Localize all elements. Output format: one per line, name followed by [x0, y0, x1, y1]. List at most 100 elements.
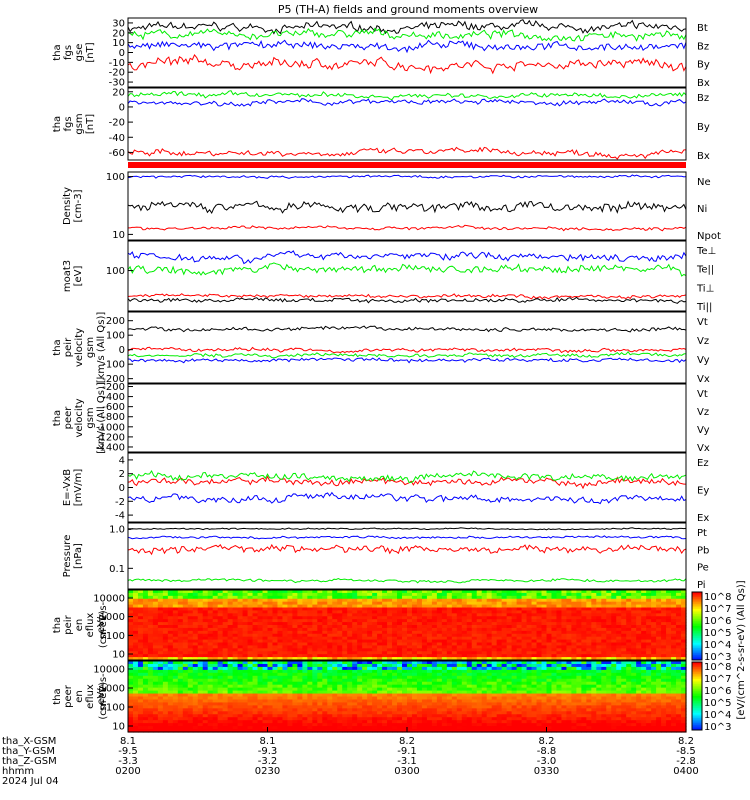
heatmap-cell — [332, 651, 338, 655]
heatmap-cell — [456, 645, 463, 649]
heatmap-cell — [367, 619, 373, 623]
y-tick-label: 10 — [112, 38, 125, 49]
heatmap-cell — [282, 669, 289, 674]
heatmap-cell — [252, 627, 259, 632]
heatmap-cell — [426, 592, 433, 597]
heatmap-cell — [332, 604, 338, 609]
heatmap-cell — [541, 666, 548, 671]
heatmap-cell — [252, 675, 259, 680]
heatmap-cell — [272, 666, 279, 671]
heatmap-cell — [322, 645, 328, 649]
heatmap-cell — [561, 675, 568, 680]
heatmap-cell — [367, 726, 373, 730]
heatmap-cell — [411, 645, 418, 649]
heatmap-cell — [526, 672, 533, 677]
heatmap-cell — [367, 627, 373, 632]
legend-Ni: Ni — [697, 204, 707, 215]
heatmap-cell — [671, 595, 677, 600]
heatmap-cell — [581, 639, 587, 644]
heatmap-cell — [611, 651, 617, 655]
heatmap-cell — [506, 622, 513, 626]
heatmap-cell — [287, 708, 294, 712]
heatmap-cell — [387, 687, 393, 692]
heatmap-cell — [441, 610, 448, 614]
heatmap-cell — [531, 642, 538, 647]
heatmap-cell — [137, 633, 144, 638]
heatmap-cell — [157, 607, 164, 612]
heatmap-cell — [142, 627, 149, 632]
heatmap-cell — [441, 726, 448, 730]
heatmap-cell — [157, 720, 164, 724]
heatmap-cell — [212, 702, 219, 706]
y-axis-label: fgs — [63, 116, 74, 131]
heatmap-cell — [192, 681, 199, 686]
y-axis-label: gsm — [85, 337, 96, 358]
heatmap-cell — [501, 642, 508, 647]
heatmap-cell — [581, 616, 587, 620]
heatmap-cell — [506, 684, 513, 689]
heatmap-cell — [641, 633, 647, 638]
heatmap-cell — [382, 702, 388, 706]
heatmap-cell — [661, 592, 667, 597]
heatmap-cell — [551, 714, 558, 718]
heatmap-cell — [586, 592, 592, 597]
heatmap-cell — [481, 726, 488, 730]
heatmap-cell — [232, 601, 239, 606]
heatmap-cell — [327, 651, 333, 655]
heatmap-cell — [636, 645, 642, 649]
heatmap-cell — [626, 625, 632, 629]
heatmap-cell — [636, 595, 642, 600]
heatmap-cell — [501, 654, 508, 658]
heatmap-cell — [222, 613, 229, 617]
heatmap-cell — [466, 693, 473, 698]
heatmap-cell — [402, 601, 408, 606]
heatmap-cell — [521, 601, 528, 606]
heatmap-cell — [566, 663, 573, 668]
heatmap-cell — [137, 613, 144, 617]
heatmap-cell — [362, 729, 368, 733]
heatmap-cell — [182, 675, 189, 680]
heatmap-cell — [152, 684, 159, 689]
heatmap-cell — [262, 672, 269, 677]
heatmap-cell — [157, 651, 164, 655]
heatmap-cell — [322, 723, 328, 727]
heatmap-cell — [237, 610, 244, 614]
heatmap-cell — [172, 663, 179, 668]
heatmap-cell — [416, 661, 423, 665]
heatmap-cell — [317, 601, 323, 606]
heatmap-cell — [337, 720, 343, 724]
series-line-Ey — [127, 470, 687, 484]
y-axis-label: Density — [62, 187, 73, 225]
heatmap-cell — [616, 601, 622, 606]
heatmap-cell — [531, 714, 538, 718]
heatmap-cell — [147, 633, 154, 638]
heatmap-cell — [531, 648, 538, 652]
heatmap-cell — [456, 669, 463, 674]
heatmap-cell — [207, 642, 214, 647]
heatmap-cell — [397, 723, 403, 727]
heatmap-cell — [461, 705, 468, 709]
heatmap-cell — [202, 616, 209, 620]
heatmap-cell — [227, 610, 234, 614]
heatmap-cell — [197, 723, 204, 727]
heatmap-cell — [377, 711, 383, 715]
y-axis-label: [nT] — [85, 42, 96, 62]
heatmap-cell — [147, 604, 154, 609]
heatmap-cell — [516, 633, 523, 638]
heatmap-cell — [322, 625, 328, 629]
heatmap-cell — [551, 648, 558, 652]
heatmap-cell — [182, 595, 189, 600]
heatmap-cell — [222, 604, 229, 609]
heatmap-cell — [317, 696, 323, 701]
heatmap-cell — [242, 669, 249, 674]
heatmap-cell — [641, 645, 647, 649]
heatmap-cell — [207, 661, 214, 665]
heatmap-cell — [651, 592, 657, 597]
heatmap-cell — [337, 711, 343, 715]
heatmap-cell — [506, 610, 513, 614]
heatmap-cell — [392, 663, 398, 668]
heatmap-cell — [466, 630, 473, 635]
heatmap-cell — [287, 711, 294, 715]
heatmap-cell — [367, 699, 373, 704]
heatmap-cell — [621, 630, 627, 635]
